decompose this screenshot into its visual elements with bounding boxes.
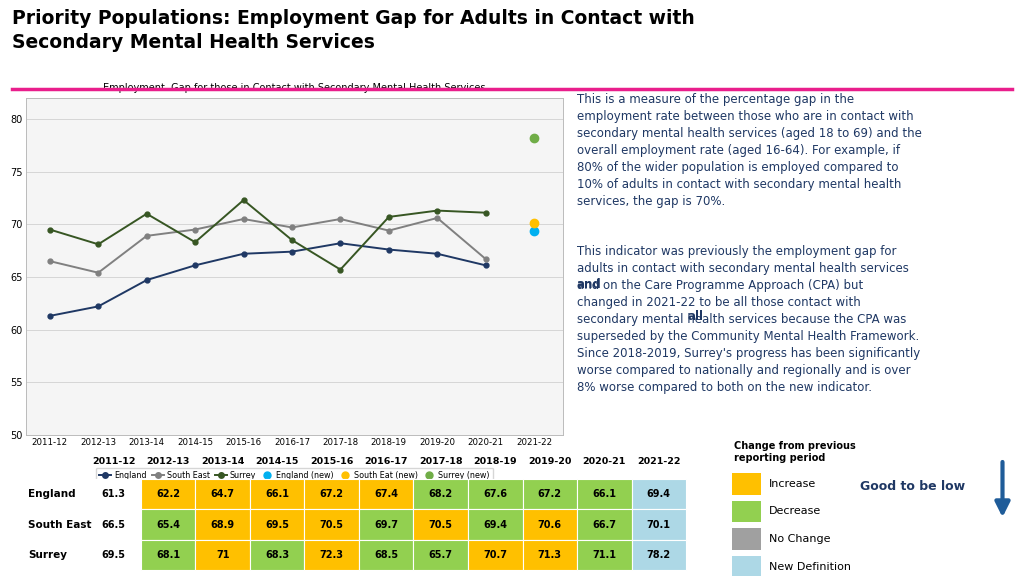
Text: all: all (687, 310, 703, 324)
Bar (86, 540, 141, 570)
Text: 68.5: 68.5 (374, 550, 398, 560)
Bar (468, 540, 522, 570)
Text: 66.7: 66.7 (592, 520, 616, 529)
Text: 68.1: 68.1 (156, 550, 180, 560)
Text: 65.4: 65.4 (156, 520, 180, 529)
Bar (414, 540, 468, 570)
Text: 66.1: 66.1 (592, 489, 616, 499)
Text: 2015-16: 2015-16 (310, 457, 353, 466)
Text: 68.3: 68.3 (265, 550, 289, 560)
Legend: England, South East, Surrey, England (new), South Eat (new), Surrey (new): England, South East, Surrey, England (ne… (95, 468, 494, 483)
Text: 70.5: 70.5 (319, 520, 344, 529)
Bar (578, 509, 632, 540)
Bar (250, 509, 304, 540)
Text: South East: South East (29, 520, 92, 529)
Bar (468, 479, 522, 509)
Text: 2018-19: 2018-19 (473, 457, 517, 466)
Bar (468, 509, 522, 540)
Text: 72.3: 72.3 (319, 550, 344, 560)
Text: 71.1: 71.1 (592, 550, 616, 560)
Text: 61.3: 61.3 (101, 489, 126, 499)
Text: 66.5: 66.5 (101, 520, 126, 529)
Text: 2019-20: 2019-20 (528, 457, 571, 466)
Text: Increase: Increase (769, 479, 816, 489)
Bar (141, 540, 196, 570)
Text: 70.5: 70.5 (429, 520, 453, 529)
Text: 2017-18: 2017-18 (419, 457, 463, 466)
Text: 2021-22: 2021-22 (637, 457, 681, 466)
Text: 71.3: 71.3 (538, 550, 562, 560)
Text: 70.6: 70.6 (538, 520, 562, 529)
Text: 64.7: 64.7 (211, 489, 234, 499)
Text: Good to be low: Good to be low (860, 480, 966, 493)
Bar (632, 479, 686, 509)
Text: 68.9: 68.9 (211, 520, 234, 529)
Text: 67.2: 67.2 (319, 489, 344, 499)
Text: Surrey: Surrey (29, 550, 68, 560)
Text: This is a measure of the percentage gap in the
employment rate between those who: This is a measure of the percentage gap … (577, 93, 922, 209)
Bar (86, 479, 141, 509)
Text: 69.7: 69.7 (374, 520, 398, 529)
Text: New Definition: New Definition (769, 562, 851, 572)
Bar (632, 540, 686, 570)
Bar (522, 479, 578, 509)
Text: Change from previous
reporting period: Change from previous reporting period (734, 441, 856, 463)
Text: 70.7: 70.7 (483, 550, 507, 560)
Bar (578, 540, 632, 570)
Bar (359, 509, 414, 540)
Bar (522, 540, 578, 570)
Text: 2011-12: 2011-12 (92, 457, 135, 466)
Bar (141, 509, 196, 540)
Text: 69.4: 69.4 (647, 489, 671, 499)
Bar (250, 540, 304, 570)
Text: 67.2: 67.2 (538, 489, 562, 499)
Text: 2020-21: 2020-21 (583, 457, 626, 466)
Text: 2016-17: 2016-17 (365, 457, 408, 466)
Text: 70.1: 70.1 (647, 520, 671, 529)
Text: 67.6: 67.6 (483, 489, 507, 499)
Bar (414, 479, 468, 509)
Text: Decrease: Decrease (769, 506, 821, 517)
Bar (304, 509, 359, 540)
Bar (304, 479, 359, 509)
Bar (86, 509, 141, 540)
Text: 62.2: 62.2 (156, 489, 180, 499)
Text: No Change: No Change (769, 534, 830, 544)
Text: 2013-14: 2013-14 (201, 457, 245, 466)
Bar (141, 479, 196, 509)
Text: England: England (29, 489, 76, 499)
Text: This indicator was previously the employment gap for
adults in contact with seco: This indicator was previously the employ… (577, 245, 920, 394)
Text: and: and (577, 278, 601, 291)
Text: 68.2: 68.2 (429, 489, 453, 499)
Text: 2014-15: 2014-15 (256, 457, 299, 466)
Bar (359, 540, 414, 570)
Bar (414, 509, 468, 540)
Bar (250, 479, 304, 509)
Bar (359, 479, 414, 509)
Text: Priority Populations: Employment Gap for Adults in Contact with
Secondary Mental: Priority Populations: Employment Gap for… (12, 9, 695, 52)
Text: 65.7: 65.7 (429, 550, 453, 560)
Text: 66.1: 66.1 (265, 489, 289, 499)
Bar (196, 479, 250, 509)
Text: 2012-13: 2012-13 (146, 457, 189, 466)
Bar (522, 509, 578, 540)
Text: 67.4: 67.4 (374, 489, 398, 499)
Bar (578, 479, 632, 509)
Bar (304, 540, 359, 570)
Bar (196, 509, 250, 540)
Bar (632, 509, 686, 540)
Title: Employment  Gap for those in Contact with Secondary Mental Health Services: Employment Gap for those in Contact with… (103, 83, 485, 93)
Bar (196, 540, 250, 570)
Text: 69.4: 69.4 (483, 520, 507, 529)
Text: 71: 71 (216, 550, 229, 560)
Text: 78.2: 78.2 (647, 550, 671, 560)
Text: 69.5: 69.5 (265, 520, 289, 529)
Text: 69.5: 69.5 (101, 550, 126, 560)
